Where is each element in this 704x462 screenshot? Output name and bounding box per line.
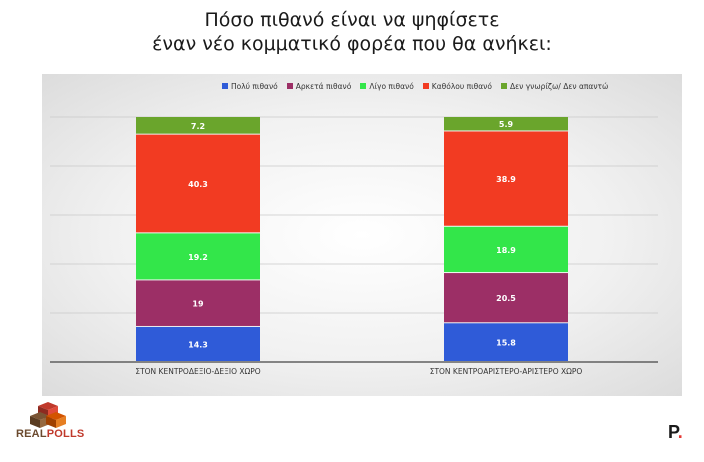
realpolls-logo-icon (30, 402, 66, 428)
legend-label: Καθόλου πιθανό (431, 81, 492, 91)
legend-label: Πολύ πιθανό (231, 81, 278, 91)
bar-segment (136, 326, 260, 361)
chart-title-line-1: Πόσο πιθανό είναι να ψηφίσετε (204, 9, 500, 31)
data-label: 15.8 (496, 339, 516, 348)
realpolls-logo-text: REALPOLLS (16, 428, 84, 440)
bar-segment (136, 233, 260, 280)
legend-swatch (500, 83, 507, 89)
bar-segment (444, 131, 568, 226)
bar-segment (444, 273, 568, 323)
legend-item-1: Πολύ πιθανό (222, 82, 278, 91)
data-label: 7.2 (191, 122, 205, 131)
legend-swatch (422, 83, 429, 89)
bar-segment (444, 226, 568, 273)
data-label: 38.9 (496, 175, 516, 184)
bar-segment (136, 117, 260, 134)
data-label: 20.5 (496, 294, 516, 303)
realpolls-logo-real: REAL (16, 428, 47, 440)
data-label: 40.3 (188, 180, 208, 189)
bar-segment (136, 134, 260, 233)
bar-segment (444, 117, 568, 131)
publisher-logo: P. (668, 422, 683, 443)
bar-segment (444, 323, 568, 361)
legend-label: Λίγο πιθανό (369, 81, 414, 91)
legend-swatch (286, 83, 293, 89)
x-tick-label: ΣΤΟΝ ΚΕΝΤΡΟΔΕΞΙΟ-ΔΕΞΙΟ ΧΩΡΟ (135, 367, 260, 376)
realpolls-logo-polls: POLLS (46, 428, 85, 440)
bar-segment (136, 280, 260, 326)
x-tick-label: ΣΤΟΝ ΚΕΝΤΡΟΑΡΙΣΤΕΡΟ-ΑΡΙΣΤΕΡΟ ΧΩΡΟ (430, 367, 583, 376)
publisher-logo-letter: P (668, 422, 678, 442)
legend-item-5: Δεν γνωρίζω/ Δεν απαντώ (500, 81, 609, 91)
chart-legend: Πολύ πιθανό Αρκετά πιθανό Λίγο πιθανό Καθόλ… (222, 80, 608, 92)
publisher-logo-dot: . (677, 422, 683, 442)
data-label: 19 (192, 300, 204, 309)
data-label: 18.9 (496, 246, 516, 255)
chart-title: Πόσο πιθανό είναι να ψηφίσετε έναν νέο κ… (0, 8, 704, 56)
legend-swatch (222, 83, 228, 89)
legend-label: Αρκετά πιθανό (295, 81, 352, 91)
chart-title-line-2: έναν νέο κομματικό φορέα που θα ανήκει: (152, 33, 552, 55)
data-label: 19.2 (188, 253, 208, 262)
legend-item-4: Καθόλου πιθανό (422, 81, 492, 91)
legend-label: Δεν γνωρίζω/ Δεν απαντώ (509, 81, 609, 91)
legend-item-2: Αρκετά πιθανό (286, 81, 352, 91)
legend-item-3: Λίγο πιθανό (360, 81, 414, 91)
data-label: 14.3 (188, 340, 208, 349)
data-label: 5.9 (499, 120, 514, 129)
legend-swatch (360, 83, 367, 89)
